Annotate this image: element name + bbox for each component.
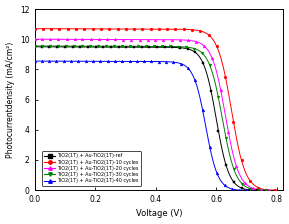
- Y-axis label: Photocurrentdensity (mA/cm²): Photocurrentdensity (mA/cm²): [5, 41, 14, 158]
- X-axis label: Voltage (V): Voltage (V): [136, 209, 182, 218]
- Legend: TiO2(1T) + Au-TiO2(1T)-ref, TiO2(1T) + Au-TiO2(1T)-10 cycles, TiO2(1T) + Au-TiO2: TiO2(1T) + Au-TiO2(1T)-ref, TiO2(1T) + A…: [42, 151, 141, 186]
